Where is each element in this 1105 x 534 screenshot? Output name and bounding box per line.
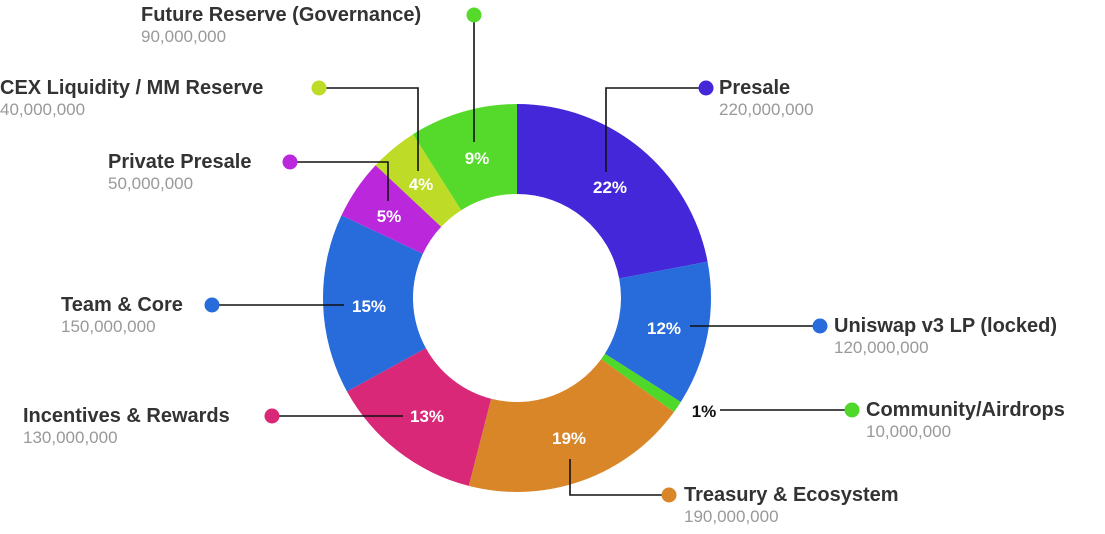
percent-label-8: 9% bbox=[465, 149, 490, 168]
slice-name: Presale bbox=[719, 77, 791, 99]
legend-dot-0 bbox=[698, 80, 714, 96]
callout-8: Future Reserve (Governance) 90,000,000 bbox=[141, 4, 421, 48]
slice-name: Community/Airdrops bbox=[866, 399, 1065, 421]
slice-8 bbox=[413, 104, 517, 211]
legend-dot-8 bbox=[466, 7, 482, 23]
slice-value: 150,000,000 bbox=[61, 317, 156, 336]
callout-0: Presale 220,000,000 bbox=[719, 77, 814, 121]
legend-dot-3 bbox=[661, 487, 677, 503]
slice-0 bbox=[517, 104, 708, 279]
callout-7: CEX Liquidity / MM Reserve 40,000,000 bbox=[0, 77, 263, 121]
percent-label-0: 22% bbox=[593, 178, 627, 197]
callout-6: Private Presale 50,000,000 bbox=[108, 151, 251, 195]
slice-value: 120,000,000 bbox=[834, 338, 929, 357]
legend-dot-4 bbox=[264, 408, 280, 424]
legend-dot-2 bbox=[844, 402, 860, 418]
slice-value: 90,000,000 bbox=[141, 27, 227, 46]
slice-6 bbox=[341, 165, 442, 254]
slice-value: 40,000,000 bbox=[0, 100, 86, 119]
slice-value: 10,000,000 bbox=[866, 422, 952, 441]
slice-7 bbox=[375, 134, 462, 227]
slice-3 bbox=[468, 359, 674, 492]
leader-line-0 bbox=[605, 87, 706, 172]
slice-name: CEX Liquidity / MM Reserve bbox=[0, 77, 264, 99]
legend-dot-6 bbox=[282, 154, 298, 170]
slice-name: Future Reserve (Governance) bbox=[141, 4, 422, 26]
callout-2: Community/Airdrops 10,000,000 bbox=[866, 399, 1065, 443]
slice-value: 130,000,000 bbox=[23, 428, 118, 447]
slice-name: Uniswap v3 LP (locked) bbox=[834, 315, 1058, 337]
percent-label-5: 15% bbox=[352, 297, 386, 316]
leader-line-7 bbox=[319, 87, 419, 171]
percent-label-1: 12% bbox=[647, 319, 681, 338]
legend-dot-1 bbox=[812, 318, 828, 334]
percent-label-2: 1% bbox=[692, 402, 717, 421]
slice-1 bbox=[604, 261, 711, 402]
slice-name: Team & Core bbox=[61, 294, 183, 316]
legend-dot-5 bbox=[204, 297, 220, 313]
percent-label-6: 5% bbox=[377, 207, 402, 226]
callout-3: Treasury & Ecosystem 190,000,000 bbox=[684, 484, 899, 528]
callout-4: Incentives & Rewards 130,000,000 bbox=[23, 405, 230, 449]
callout-5: Team & Core 150,000,000 bbox=[61, 294, 183, 338]
slice-name: Incentives & Rewards bbox=[23, 405, 230, 427]
slice-4 bbox=[346, 348, 492, 486]
percent-label-4: 13% bbox=[410, 407, 444, 426]
slice-value: 220,000,000 bbox=[719, 100, 814, 119]
slice-name: Private Presale bbox=[108, 151, 252, 173]
leader-line-6 bbox=[290, 161, 389, 201]
leader-line-3 bbox=[569, 459, 669, 496]
slice-name: Treasury & Ecosystem bbox=[684, 484, 899, 506]
percent-label-3: 19% bbox=[552, 429, 586, 448]
slice-2 bbox=[601, 353, 681, 413]
callout-1: Uniswap v3 LP (locked) 120,000,000 bbox=[834, 315, 1057, 359]
slice-value: 50,000,000 bbox=[108, 174, 194, 193]
slice-value: 190,000,000 bbox=[684, 507, 779, 526]
slice-5 bbox=[322, 215, 426, 392]
percent-label-7: 4% bbox=[409, 175, 434, 194]
legend-dot-7 bbox=[311, 80, 327, 96]
